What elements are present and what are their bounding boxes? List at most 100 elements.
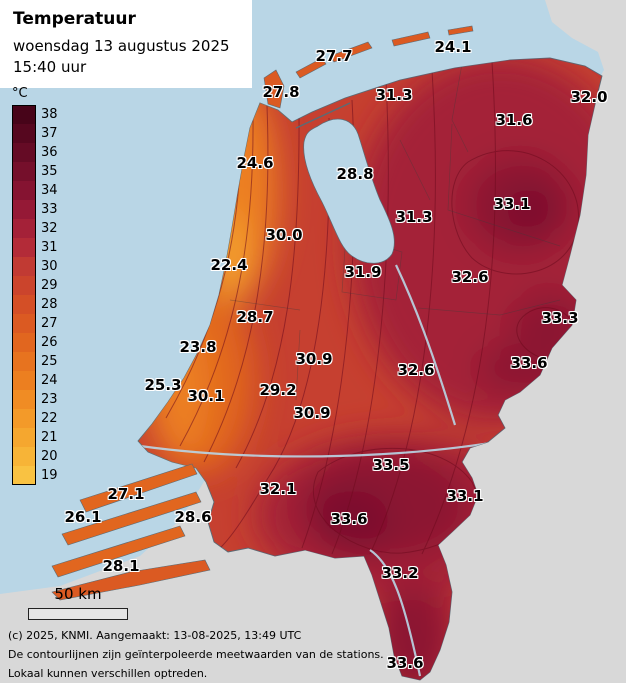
legend-value-label: 37 [41,126,58,141]
station-temperature: 24.6 [236,154,274,172]
legend-row: 33 [12,200,58,219]
legend-value-label: 33 [41,202,58,217]
legend-color-swatch [12,276,36,295]
map-header: Temperatuur woensdag 13 augustus 2025 15… [0,0,252,88]
island-texel [263,69,285,109]
island-vlieland [295,57,327,79]
station-temperature: 25.3 [144,376,182,394]
station-temperature: 28.1 [102,557,140,575]
temperature-legend: °C 38 37 36 35 34 33 32 31 30 29 28 27 26 25 24 23 22 21 2… [12,86,58,485]
legend-color-swatch [12,257,36,276]
legend-row: 23 [12,390,58,409]
legend-color-swatch [12,200,36,219]
legend-color-swatch [12,162,36,181]
legend-color-swatch [12,447,36,466]
map-date: woensdag 13 augustus 2025 [13,37,230,55]
station-temperature: 27.8 [262,83,300,101]
legend-value-label: 26 [41,335,58,350]
station-temperature: 30.9 [293,404,331,422]
legend-value-label: 29 [41,278,58,293]
zeeland-island-north [79,463,198,513]
legend-row: 31 [12,238,58,257]
station-temperature: 32.6 [451,268,489,286]
legend-row: 19 [12,466,58,485]
legend-row: 24 [12,371,58,390]
legend-color-swatch [12,333,36,352]
legend-color-swatch [12,371,36,390]
legend-row: 34 [12,181,58,200]
station-temperature: 26.1 [64,508,102,526]
station-temperature: 31.3 [395,208,433,226]
legend-row: 27 [12,314,58,333]
station-temperature: 30.1 [187,387,225,405]
legend-value-label: 32 [41,221,58,236]
legend-value-label: 24 [41,373,58,388]
legend-row: 32 [12,219,58,238]
legend-value-label: 36 [41,145,58,160]
zeeland-island-middle [61,491,202,546]
legend-row: 25 [12,352,58,371]
station-temperature: 33.5 [372,456,410,474]
legend-color-swatch [12,390,36,409]
island-ameland [391,31,431,47]
temperature-zones [145,58,602,680]
map-title: Temperatuur [13,9,136,29]
legend-color-swatch [12,428,36,447]
legend-row: 37 [12,124,58,143]
legend-color-swatch [12,181,36,200]
zeeland-delta [51,463,211,601]
legend-value-label: 21 [41,430,58,445]
legend-color-swatch [12,314,36,333]
legend-color-swatch [12,466,36,485]
station-temperature: 31.3 [375,86,413,104]
legend-value-label: 28 [41,297,58,312]
footer-line: Lokaal kunnen verschillen optreden. [8,667,208,680]
station-temperature: 27.1 [107,485,145,503]
station-temperature: 22.4 [210,256,248,274]
legend-entries: 38 37 36 35 34 33 32 31 30 29 28 27 26 25 24 23 22 21 20 19 [12,105,58,485]
station-temperature: 30.9 [295,350,333,368]
zeeuws-vlaanderen [51,559,211,601]
legend-row: 21 [12,428,58,447]
legend-value-label: 30 [41,259,58,274]
scale-bar-label: 50 km [54,585,102,603]
legend-color-swatch [12,105,36,124]
legend-row: 28 [12,295,58,314]
station-temperature: 32.6 [397,361,435,379]
legend-value-label: 34 [41,183,58,198]
island-terschelling [329,41,373,63]
station-temperature: 33.1 [493,195,531,213]
legend-color-swatch [12,352,36,371]
zone-brabant-peak [310,490,390,550]
footer-line: De contourlijnen zijn geïnterpoleerde me… [8,648,384,661]
legend-value-label: 20 [41,449,58,464]
station-temperature: 33.6 [510,354,548,372]
island-schiermonnikoog [447,25,474,36]
wadden-islands [263,25,474,109]
station-temperature: 33.3 [541,309,579,327]
temperature-field [139,58,602,680]
zone-drenthe-peak [505,188,555,232]
scale-bar: 50 km [28,585,128,620]
legend-color-swatch [12,219,36,238]
station-temperature: 33.1 [446,487,484,505]
legend-row: 22 [12,409,58,428]
legend-row: 29 [12,276,58,295]
station-temperature: 33.6 [386,654,424,672]
station-temperature: 33.6 [330,510,368,528]
station-temperature: 28.6 [174,508,212,526]
ijsselmeer-lake [303,118,395,264]
legend-color-swatch [12,295,36,314]
legend-value-label: 31 [41,240,58,255]
station-temperature: 28.8 [336,165,374,183]
legend-value-label: 35 [41,164,58,179]
legend-value-label: 25 [41,354,58,369]
legend-value-label: 22 [41,411,58,426]
station-temperature: 32.1 [259,480,297,498]
legend-value-label: 19 [41,468,58,483]
legend-color-swatch [12,409,36,428]
legend-unit-label: °C [12,86,28,101]
legend-color-swatch [12,124,36,143]
afsluitdijk [295,102,351,129]
legend-value-label: 23 [41,392,58,407]
